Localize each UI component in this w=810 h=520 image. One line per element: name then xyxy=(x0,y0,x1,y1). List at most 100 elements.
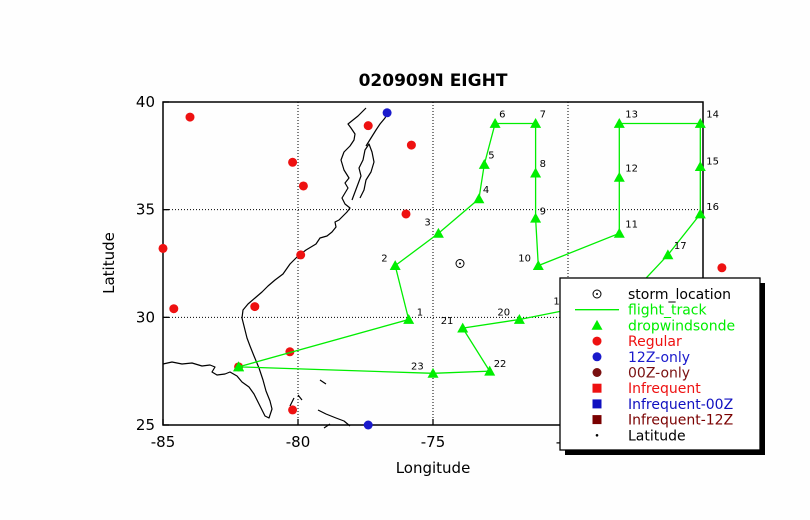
y-axis-label: Latitude xyxy=(100,232,118,294)
dropwindsonde-label: 21 xyxy=(441,316,454,327)
dropwindsonde-marker xyxy=(530,167,542,178)
station-marker-regular xyxy=(288,405,298,415)
legend-label: Infrequent xyxy=(628,381,701,397)
station-marker-regular xyxy=(158,243,168,253)
legend-label: 00Z-only xyxy=(628,366,690,382)
dropwindsonde-label: 2 xyxy=(381,254,387,265)
legend-circle-icon xyxy=(592,336,602,346)
bahamas-islands xyxy=(289,379,327,407)
legend-label: Infrequent-12Z xyxy=(628,413,733,429)
legend-circle-icon xyxy=(592,352,602,362)
dropwindsonde-label: 16 xyxy=(706,202,719,213)
station-marker-regular xyxy=(401,209,411,219)
coastline xyxy=(162,107,389,429)
dropwindsonde-label: 9 xyxy=(540,206,546,217)
legend-label: storm_location xyxy=(628,287,731,303)
dropwindsonde-label: 15 xyxy=(706,157,719,168)
dropwindsonde-marker xyxy=(427,367,439,378)
chart-title: 020909N EIGHT xyxy=(359,71,508,91)
legend-triangle-icon xyxy=(591,319,603,330)
legend-storm-dot xyxy=(596,293,598,295)
dropwindsonde-marker xyxy=(613,118,625,128)
legend: storm_locationflight_trackdropwindsondeR… xyxy=(559,277,765,455)
station-marker-regular xyxy=(406,140,416,150)
dropwindsonde-marker xyxy=(457,322,469,333)
dropwindsonde-markers: 1234567891011121314151617181920212223 xyxy=(233,110,719,378)
dropwindsonde-marker xyxy=(613,171,625,182)
station-marker-regular xyxy=(250,302,260,312)
dropwindsonde-label: 3 xyxy=(424,217,430,228)
legend-square-icon xyxy=(592,415,602,425)
station-marker-regular xyxy=(288,157,298,167)
dropwindsonde-marker xyxy=(694,161,706,171)
dropwindsonde-label: 20 xyxy=(497,307,510,318)
dropwindsonde-marker xyxy=(478,158,490,169)
dropwindsonde-marker xyxy=(432,227,444,238)
x-tick-label: -85 xyxy=(151,433,176,451)
legend-dot-icon xyxy=(595,434,599,437)
legend-label: 12Z-only xyxy=(628,350,690,366)
dropwindsonde-label: 23 xyxy=(411,361,424,372)
dropwindsonde-marker xyxy=(389,260,401,271)
delmarva-shore xyxy=(365,111,389,147)
dropwindsonde-marker xyxy=(489,118,501,128)
legend-label: dropwindsonde xyxy=(628,318,735,334)
legend-label: Infrequent-00Z xyxy=(628,397,733,413)
dropwindsonde-marker xyxy=(473,193,485,204)
station-marker-regular xyxy=(285,347,295,357)
dropwindsonde-marker xyxy=(662,249,674,260)
storm-location-marker xyxy=(455,259,465,268)
legend-square-icon xyxy=(592,383,602,393)
station-marker-regular xyxy=(717,263,727,273)
x-tick-label: -80 xyxy=(286,433,311,451)
us-east-coastline xyxy=(162,107,367,419)
dropwindsonde-label: 4 xyxy=(483,185,489,196)
dropwindsonde-label: 8 xyxy=(540,159,546,170)
dropwindsonde-marker xyxy=(233,361,245,372)
dropwindsonde-label: 10 xyxy=(518,254,531,265)
dropwindsonde-marker xyxy=(613,227,625,238)
dropwindsonde-marker xyxy=(694,208,706,219)
dropwindsonde-label: 17 xyxy=(674,241,687,252)
station-marker-regular xyxy=(298,181,308,191)
dropwindsonde-label: 13 xyxy=(625,110,638,121)
station-marker-12z-only xyxy=(382,108,392,118)
dropwindsonde-label: 5 xyxy=(488,150,494,161)
axis-ticks: -85-80-75-7025303540 xyxy=(136,93,580,451)
station-marker-regular xyxy=(185,112,195,122)
dropwindsonde-label: 22 xyxy=(494,359,507,370)
station-marker-12z-only xyxy=(363,420,373,430)
chesapeake-bay xyxy=(351,143,375,201)
x-tick-label: -75 xyxy=(421,433,446,451)
legend-square-icon xyxy=(592,399,602,409)
dropwindsonde-marker xyxy=(532,260,544,271)
legend-label: Regular xyxy=(628,334,682,350)
station-marker-regular xyxy=(169,304,179,314)
y-tick-label: 40 xyxy=(136,93,155,111)
dropwindsonde-marker xyxy=(530,212,542,223)
dropwindsonde-marker xyxy=(694,118,706,128)
dropwindsonde-marker xyxy=(403,313,415,324)
storm-center xyxy=(459,262,461,265)
storm-ring xyxy=(455,259,465,268)
dropwindsonde-label: 12 xyxy=(625,163,638,174)
station-marker-regular xyxy=(296,250,306,260)
station-marker-regular xyxy=(363,121,373,131)
y-tick-label: 30 xyxy=(136,308,155,326)
dropwindsonde-marker xyxy=(513,313,525,324)
dropwindsonde-marker xyxy=(530,118,542,128)
y-tick-label: 35 xyxy=(136,201,155,219)
legend-storm-icon xyxy=(592,289,602,299)
dropwindsonde-marker xyxy=(484,365,496,376)
dropwindsonde-label: 14 xyxy=(706,110,719,121)
dropwindsonde-label: 1 xyxy=(417,307,423,318)
legend-label: flight_track xyxy=(628,303,707,319)
legend-label: Latitude xyxy=(628,428,686,444)
dropwindsonde-label: 7 xyxy=(540,110,546,121)
x-axis-label: Longitude xyxy=(396,459,471,477)
dropwindsonde-label: 11 xyxy=(625,219,638,230)
legend-circle-icon xyxy=(592,368,602,377)
dropwindsonde-label: 6 xyxy=(499,110,505,121)
